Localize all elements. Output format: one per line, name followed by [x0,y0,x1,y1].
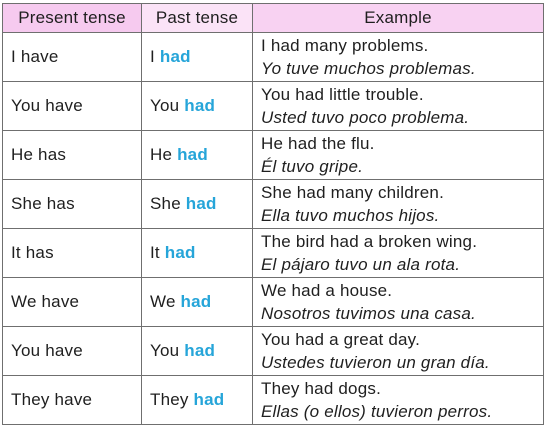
table-row: We have We had We had a house. Nosotros … [2,277,544,327]
example-english: I had many problems. [261,36,429,55]
pronoun: You [150,96,180,115]
table-row: She has She had She had many children. E… [2,179,544,229]
example-cell: She had many children. Ella tuvo muchos … [252,179,544,229]
example-spanish: Usted tuvo poco problema. [261,108,470,127]
example-english: You had a great day. [261,330,421,349]
past-verb: had [193,390,225,409]
table-row: He has He had He had the flu. Él tuvo gr… [2,130,544,180]
past-verb: had [185,194,217,213]
past-verb: had [180,292,212,311]
header-row: Present tense Past tense Example [2,3,544,33]
example-spanish: El pájaro tuvo un ala rota. [261,255,461,274]
example-cell: I had many problems. Yo tuve muchos prob… [252,32,544,82]
present-tense-cell: They have [2,375,142,425]
present-tense-cell: You have [2,81,142,131]
table-row: You have You had You had little trouble.… [2,81,544,131]
present-tense-cell: She has [2,179,142,229]
pronoun: He [150,145,173,164]
pronoun: It [150,243,160,262]
example-spanish: Ustedes tuvieron un gran día. [261,353,490,372]
past-verb: had [177,145,208,164]
past-tense-cell: They had [141,375,253,425]
present-tense-cell: He has [2,130,142,180]
past-tense-cell: We had [141,277,253,327]
past-tense-cell: She had [141,179,253,229]
pronoun: You [150,341,180,360]
present-tense-cell: It has [2,228,142,278]
table-row: I have I had I had many problems. Yo tuv… [2,32,544,82]
past-verb: had [159,47,191,66]
past-tense-cell: You had [141,81,253,131]
present-tense-cell: I have [2,32,142,82]
example-cell: You had little trouble. Usted tuvo poco … [252,81,544,131]
example-cell: They had dogs. Ellas (o ellos) tuvieron … [252,375,544,425]
example-english: You had little trouble. [261,85,424,104]
example-cell: He had the flu. Él tuvo gripe. [252,130,544,180]
header-past-tense: Past tense [141,3,253,33]
pronoun: We [150,292,176,311]
present-tense-cell: You have [2,326,142,376]
example-cell: We had a house. Nosotros tuvimos una cas… [252,277,544,327]
header-present-tense: Present tense [2,3,142,33]
pronoun: I [150,47,155,66]
present-tense-cell: We have [2,277,142,327]
table-row: You have You had You had a great day. Us… [2,326,544,376]
table-row: It has It had The bird had a broken wing… [2,228,544,278]
example-english: She had many children. [261,183,445,202]
example-english: They had dogs. [261,379,381,398]
example-english: The bird had a broken wing. [261,232,478,251]
example-spanish: Él tuvo gripe. [261,157,364,176]
past-verb: had [184,341,216,360]
header-example: Example [252,3,544,33]
table-row: They have They had They had dogs. Ellas … [2,375,544,425]
example-cell: The bird had a broken wing. El pájaro tu… [252,228,544,278]
example-spanish: Ella tuvo muchos hijos. [261,206,440,225]
past-verb: had [164,243,196,262]
example-spanish: Yo tuve muchos problemas. [261,59,476,78]
pronoun: They [150,390,189,409]
example-english: We had a house. [261,281,393,300]
example-spanish: Nosotros tuvimos una casa. [261,304,476,323]
past-tense-cell: You had [141,326,253,376]
past-tense-cell: He had [141,130,253,180]
conjugation-table: Present tense Past tense Example I have … [2,3,544,425]
example-english: He had the flu. [261,134,375,153]
past-tense-cell: It had [141,228,253,278]
past-verb: had [184,96,216,115]
example-cell: You had a great day. Ustedes tuvieron un… [252,326,544,376]
example-spanish: Ellas (o ellos) tuvieron perros. [261,402,493,421]
past-tense-cell: I had [141,32,253,82]
pronoun: She [150,194,181,213]
